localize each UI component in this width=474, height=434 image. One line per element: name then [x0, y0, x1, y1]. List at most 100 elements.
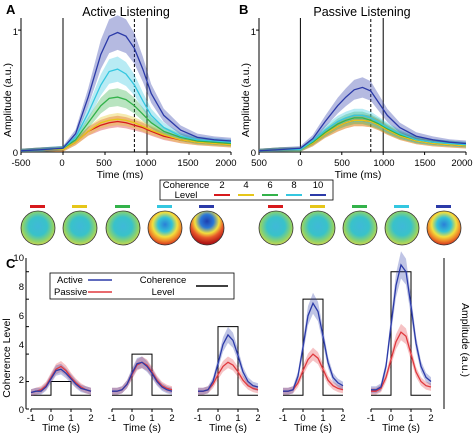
topo-map-active-2: [20, 210, 56, 246]
chart-a-line-level-4: [20, 118, 232, 152]
topo-active-8-color-bar: [157, 205, 172, 208]
chart-a-line-level-8: [20, 68, 232, 152]
coherence-stimulus-box: [31, 381, 91, 396]
topo-passive-2-color-bar: [268, 205, 283, 208]
subplot-xtick-label: -1: [367, 413, 375, 424]
chart-a-band-level-10: [21, 15, 231, 153]
chart-a-ylabel: Amplitude (a.u.): [2, 63, 14, 137]
coherence-legend-level-2: 2: [219, 180, 224, 191]
chart-a-line-level-10: [20, 31, 232, 152]
legend-passive-label: Passive: [54, 287, 87, 298]
subplot-xtick-label: -1: [27, 413, 35, 424]
topo-passive-6-color-bar: [352, 205, 367, 208]
topo-map-active-6: [105, 210, 141, 246]
chart-c-subplot-10: -1 0 1 2 Time (s): [367, 251, 434, 434]
topo-passive-10-color-bar: [436, 205, 451, 208]
subplot-xtick-label: 0: [129, 413, 134, 424]
subplot-xlabel: Time (s): [294, 422, 332, 434]
topo-active-4-color-bar: [72, 205, 87, 208]
topo-passive-8-color-bar: [394, 205, 409, 208]
subplot-xtick-label: -1: [279, 413, 287, 424]
topo-map-active-10: [189, 210, 225, 246]
chart-c-subplot-4: -1 0 1 2 Time (s): [108, 353, 175, 434]
chart-a-xtick-1: 0: [59, 158, 64, 169]
chart-a-ytick-0: 0: [13, 148, 18, 159]
chart-c-ytick-10: 10: [13, 253, 24, 264]
line-passive: [30, 365, 92, 394]
subplot-xtick-label: -1: [194, 413, 202, 424]
topo-map-passive-8: [384, 210, 420, 246]
chart-b-line-level-8: [258, 114, 467, 152]
line-active: [371, 263, 432, 391]
chart-a-xtick-4: 1500: [177, 158, 198, 169]
chart-b-band-level-10: [259, 77, 466, 152]
chart-b-xtick-3: 1000: [373, 158, 394, 169]
subplot-xlabel: Time (s): [209, 422, 247, 434]
band-active: [283, 292, 343, 395]
chart-c-ytick-2: 2: [19, 375, 24, 386]
subplot-xtick-label: -1: [108, 413, 116, 424]
topo-maps-passive: [258, 205, 462, 246]
chart-c-ylabel-right: Amplitude (a.u.): [459, 303, 471, 377]
chart-c-ytick-4: 4: [19, 340, 24, 351]
chart-a-band-level-4: [21, 113, 231, 152]
chart-a-xtick-2: 500: [96, 158, 112, 169]
chart-b-ytick-1: 1: [251, 27, 256, 38]
coherence-stimulus-box: [283, 298, 343, 396]
chart-a-xtick-0: -500: [11, 158, 30, 169]
chart-c-ylabel: Coherence Level: [1, 318, 13, 397]
coherence-legend-title-2: Level: [175, 190, 198, 201]
chart-c-subplot-8: -1 0 1 2 Time (s): [279, 292, 346, 434]
coherence-stimulus-box: [198, 326, 258, 396]
coherence-legend-level-6: 6: [267, 180, 272, 191]
chart-b-plot: [256, 18, 467, 155]
chart-b-title: Passive Listening: [313, 5, 410, 19]
subplot-xlabel: Time (s): [123, 422, 161, 434]
subplot-xtick-label: 1: [235, 413, 240, 424]
topo-map-active-8: [147, 210, 183, 246]
subplot-xtick-label: 0: [215, 413, 220, 424]
subplot-xtick-label: 2: [169, 413, 174, 424]
topo-map-passive-6: [342, 210, 378, 246]
chart-c-ytick-8: 8: [19, 282, 24, 293]
topo-map-active-4: [62, 210, 98, 246]
line-active: [198, 333, 259, 392]
line-active: [112, 361, 173, 392]
subplot-xtick-label: 2: [340, 413, 345, 424]
subplot-xtick-label: 1: [149, 413, 154, 424]
topo-active-2-color-bar: [30, 205, 45, 208]
topo-active-10-color-bar: [199, 205, 214, 208]
coherence-legend-level-4: 4: [243, 180, 248, 191]
chart-b-xtick-2: 500: [334, 158, 350, 169]
chart-b-xlabel: Time (ms): [335, 169, 382, 181]
coherence-legend-title-1: Coherence: [163, 180, 209, 191]
chart-b-line-level-4: [258, 119, 467, 152]
chart-c-subplot-6: -1 0 1 2 Time (s): [194, 326, 261, 434]
panel-label-c: C: [6, 256, 16, 271]
chart-a-ytick-1: 1: [13, 27, 18, 38]
chart-a-plot: [18, 15, 232, 155]
topo-map-passive-4: [300, 210, 336, 246]
chart-c-legend: Active Passive Coherence Level: [49, 272, 235, 300]
legend-stimulus-label-1: Coherence: [140, 275, 186, 286]
subplot-xtick-label: 1: [320, 413, 325, 424]
coherence-legend-level-8: 8: [291, 180, 296, 191]
chart-a-xtick-5: 2000: [215, 158, 236, 169]
subplot-xlabel: Time (s): [382, 422, 420, 434]
topo-active-6-color-bar: [115, 205, 130, 208]
topo-passive-4-color-bar: [310, 205, 325, 208]
topo-map-passive-10: [426, 210, 462, 246]
chart-a-xlabel: Time (ms): [97, 169, 144, 181]
band-active: [31, 363, 91, 396]
panel-label-a: A: [6, 2, 16, 17]
chart-b-xtick-0: 500: [251, 158, 267, 169]
subplot-xtick-label: 0: [300, 413, 305, 424]
subplot-xtick-label: 1: [408, 413, 413, 424]
topo-map-passive-2: [258, 210, 294, 246]
chart-b-ylabel: Amplitude (a.u.): [240, 63, 252, 137]
chart-c-subplot-2: -1 0 1 2 Time (s): [27, 361, 94, 434]
chart-b-band-level-8: [259, 108, 466, 152]
chart-c-ytick-6: 6: [19, 311, 24, 322]
